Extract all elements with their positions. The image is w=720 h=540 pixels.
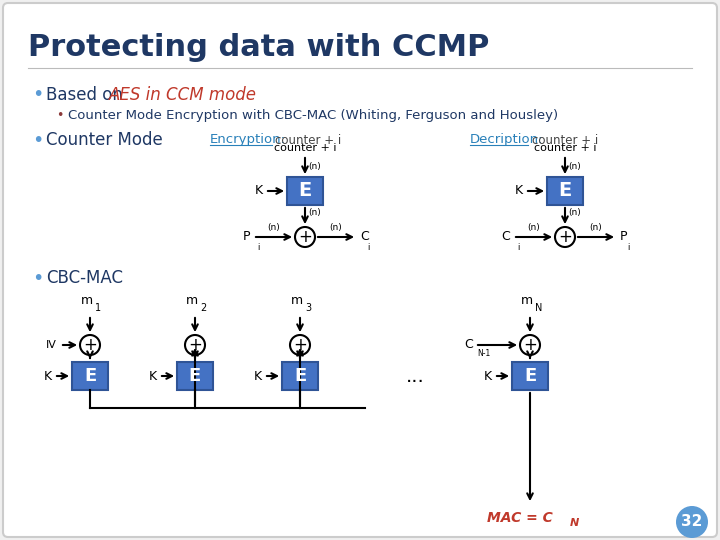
Text: K: K xyxy=(484,369,492,382)
Text: E: E xyxy=(524,367,536,385)
Text: +: + xyxy=(523,336,537,354)
Text: m: m xyxy=(81,294,93,307)
Text: i: i xyxy=(257,243,259,252)
Text: 1: 1 xyxy=(95,303,101,313)
Text: Counter Mode Encryption with CBC-MAC (Whiting, Ferguson and Housley): Counter Mode Encryption with CBC-MAC (Wh… xyxy=(68,110,558,123)
Text: +: + xyxy=(558,228,572,246)
Text: counter + i: counter + i xyxy=(532,133,598,146)
Text: K: K xyxy=(254,369,262,382)
Text: •: • xyxy=(32,268,43,287)
Text: Encryption:: Encryption: xyxy=(210,133,286,146)
Text: C: C xyxy=(360,231,369,244)
Text: •: • xyxy=(32,85,43,105)
Text: counter + i: counter + i xyxy=(274,143,336,153)
FancyBboxPatch shape xyxy=(512,362,548,390)
Circle shape xyxy=(185,335,205,355)
Text: N: N xyxy=(535,303,542,313)
FancyBboxPatch shape xyxy=(177,362,213,390)
Text: +: + xyxy=(188,336,202,354)
Text: (n): (n) xyxy=(308,163,320,172)
Text: m: m xyxy=(521,294,533,307)
Text: •: • xyxy=(56,110,63,123)
Text: C: C xyxy=(501,231,510,244)
Text: i: i xyxy=(627,243,629,252)
Text: N: N xyxy=(570,518,580,528)
FancyBboxPatch shape xyxy=(547,177,583,205)
Circle shape xyxy=(295,227,315,247)
FancyBboxPatch shape xyxy=(72,362,108,390)
Text: CBC-MAC: CBC-MAC xyxy=(46,269,123,287)
Text: (n): (n) xyxy=(330,223,343,232)
Text: m: m xyxy=(291,294,303,307)
Text: +: + xyxy=(298,228,312,246)
Text: i: i xyxy=(517,243,519,252)
Text: K: K xyxy=(255,185,263,198)
Circle shape xyxy=(290,335,310,355)
Circle shape xyxy=(676,506,708,538)
Text: MAC = C: MAC = C xyxy=(487,511,553,525)
Text: K: K xyxy=(149,369,157,382)
Text: (n): (n) xyxy=(268,223,280,232)
FancyBboxPatch shape xyxy=(3,3,717,537)
Circle shape xyxy=(555,227,575,247)
Text: C: C xyxy=(464,339,473,352)
Text: (n): (n) xyxy=(528,223,541,232)
Text: (n): (n) xyxy=(568,163,581,172)
Text: +: + xyxy=(83,336,97,354)
Text: K: K xyxy=(44,369,52,382)
Text: (n): (n) xyxy=(308,208,320,218)
Text: AES in CCM mode: AES in CCM mode xyxy=(109,86,257,104)
Text: Counter Mode: Counter Mode xyxy=(46,131,163,149)
Text: E: E xyxy=(189,367,201,385)
Text: (n): (n) xyxy=(590,223,603,232)
Text: E: E xyxy=(294,367,306,385)
Text: •: • xyxy=(32,131,43,150)
Text: i: i xyxy=(367,243,369,252)
Text: m: m xyxy=(186,294,198,307)
Text: E: E xyxy=(298,181,312,200)
FancyBboxPatch shape xyxy=(287,177,323,205)
Circle shape xyxy=(520,335,540,355)
Text: Decription:: Decription: xyxy=(470,133,544,146)
Text: K: K xyxy=(515,185,523,198)
Text: 32: 32 xyxy=(681,515,703,530)
Text: E: E xyxy=(84,367,96,385)
Text: ...: ... xyxy=(405,367,424,386)
Text: 2: 2 xyxy=(200,303,206,313)
FancyBboxPatch shape xyxy=(282,362,318,390)
Text: (n): (n) xyxy=(568,208,581,218)
Text: N-1: N-1 xyxy=(477,349,490,358)
Text: 3: 3 xyxy=(305,303,311,313)
Text: P: P xyxy=(243,231,250,244)
Circle shape xyxy=(80,335,100,355)
Text: E: E xyxy=(559,181,572,200)
Text: counter + i: counter + i xyxy=(534,143,596,153)
Text: +: + xyxy=(293,336,307,354)
Text: IV: IV xyxy=(46,340,57,350)
Text: Based on: Based on xyxy=(46,86,128,104)
Text: Protecting data with CCMP: Protecting data with CCMP xyxy=(28,33,490,63)
Text: counter + i: counter + i xyxy=(275,133,341,146)
Text: P: P xyxy=(620,231,628,244)
